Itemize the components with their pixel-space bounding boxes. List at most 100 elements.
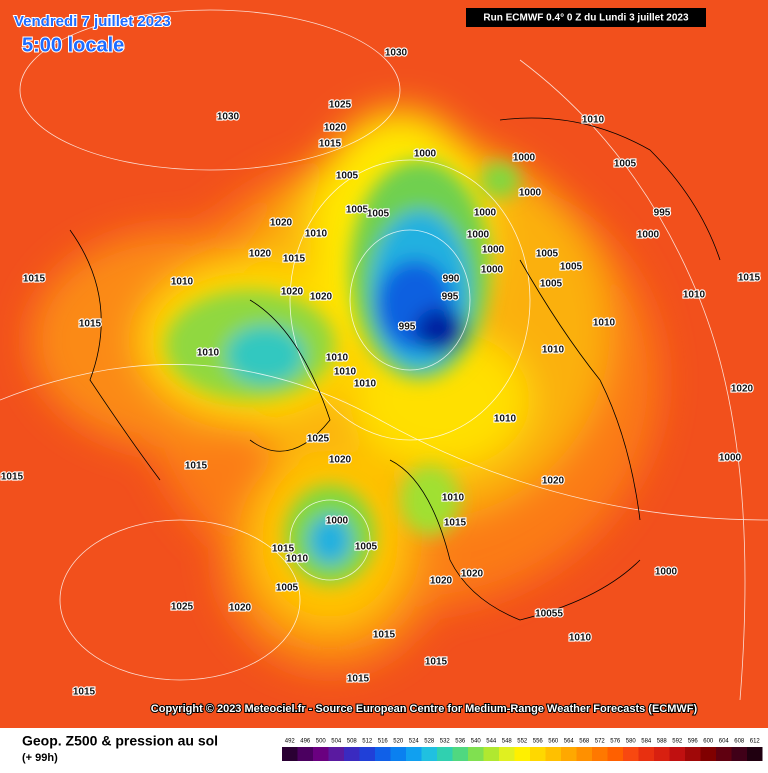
isobar-label: 1020 (461, 569, 484, 580)
legend-value: 596 (688, 739, 699, 745)
legend-swatch (685, 747, 701, 761)
isobar-label: 1000 (519, 188, 542, 199)
isobar-label: 1005 (560, 262, 583, 273)
isobar-label: 1010 (683, 290, 706, 301)
isobar-label: 1030 (217, 112, 240, 123)
legend-value: 560 (548, 739, 559, 745)
legend-swatch (468, 747, 484, 761)
legend-swatch (313, 747, 329, 761)
isobar-label: 1005 (536, 249, 559, 260)
legend-value: 588 (657, 739, 668, 745)
isobar-label: 1010 (171, 277, 194, 288)
isobar-label: 1010 (542, 345, 565, 356)
isobar-label: 1000 (655, 567, 678, 578)
isobar-label: 1020 (229, 603, 252, 614)
legend-swatch (607, 747, 623, 761)
isobar-label: 1010 (334, 367, 357, 378)
isobar-label: 1015 (79, 319, 102, 330)
legend-value: 592 (672, 739, 683, 745)
legend-swatch (623, 747, 639, 761)
legend-value: 516 (378, 739, 389, 745)
legend-swatch (421, 747, 437, 761)
isobar-label: 1000 (474, 208, 497, 219)
run-info: Run ECMWF 0.4° 0 Z du Lundi 3 juillet 20… (483, 13, 689, 24)
isobar-label: 1005 (276, 583, 299, 594)
legend-value: 576 (610, 739, 621, 745)
legend-swatch (592, 747, 608, 761)
legend-swatch (700, 747, 716, 761)
isobar-label: 1010 (326, 353, 349, 364)
isobar-label: 1020 (430, 576, 453, 587)
legend-swatch (437, 747, 453, 761)
legend-value: 520 (393, 739, 404, 745)
isobar-label: 1005 (540, 279, 563, 290)
isobar-label: 1005 (336, 171, 359, 182)
legend-value: 500 (316, 739, 327, 745)
legend-swatch (406, 747, 422, 761)
map-field (0, 0, 768, 728)
isobar-label: 1015 (738, 273, 761, 284)
isobar-label: 1015 (444, 518, 467, 529)
isobar-label: 1020 (542, 476, 565, 487)
isobar-label: 1010 (305, 229, 328, 240)
isobar-label: 1010 (593, 318, 616, 329)
isobar-label: 1010 (582, 115, 605, 126)
isobar-label: 1005 (367, 209, 390, 220)
isobar-label: 1020 (329, 455, 352, 466)
isobar-label: 1000 (467, 230, 490, 241)
isobar-label: 1010 (569, 633, 592, 644)
legend-swatch (282, 747, 298, 761)
isobar-label: 1000 (414, 149, 437, 160)
isobar-label: 1000 (482, 245, 505, 256)
legend-value: 528 (424, 739, 435, 745)
legend-value: 552 (517, 739, 528, 745)
isobar-label: 1000 (719, 453, 742, 464)
isobar-label: 1010 (494, 414, 517, 425)
legend-value: 580 (626, 739, 637, 745)
legend-swatch (747, 747, 763, 761)
isobar-label: 1000 (637, 230, 660, 241)
legend-value: 608 (734, 739, 745, 745)
isobar-label: 995 (654, 208, 671, 219)
legend-swatch (638, 747, 654, 761)
isobar-label: 1020 (324, 123, 347, 134)
isobar-label: 1000 (326, 516, 349, 527)
legend-swatch (545, 747, 561, 761)
legend-value: 512 (362, 739, 373, 745)
isobar-label: 1025 (329, 100, 352, 111)
isobar-label: 1000 (481, 265, 504, 276)
isobar-label: 1015 (425, 657, 448, 668)
legend-value: 600 (703, 739, 714, 745)
isobar-label: 1010 (286, 554, 309, 565)
legend-swatch (328, 747, 344, 761)
legend-swatch (390, 747, 406, 761)
legend-swatch (483, 747, 499, 761)
isobar-label: 1020 (270, 218, 293, 229)
legend-value: 568 (579, 739, 590, 745)
isobar-label: 1015 (347, 674, 370, 685)
footer-lead: (+ 99h) (22, 752, 58, 764)
isobar-label: 1005 (355, 542, 378, 553)
copyright: Copyright © 2023 Meteociel.fr - Source E… (151, 703, 698, 715)
isobar-label: 990 (443, 274, 460, 285)
isobar-label: 1025 (171, 602, 194, 613)
legend-swatch (514, 747, 530, 761)
legend-swatch (499, 747, 515, 761)
isobar-label: 10055 (535, 609, 563, 620)
legend-value: 564 (564, 739, 575, 745)
isobar-label: 995 (399, 322, 416, 333)
time: 5:00 locale (22, 34, 124, 56)
isobar-label: 1020 (281, 287, 304, 298)
legend-value: 532 (440, 739, 451, 745)
legend-swatch (359, 747, 375, 761)
legend-value: 556 (533, 739, 544, 745)
legend-swatch (561, 747, 577, 761)
isobar-label: 1015 (373, 630, 396, 641)
isobar-label: 1010 (354, 379, 377, 390)
isobar-label: 1005 (614, 159, 637, 170)
isobar-label: 1015 (23, 274, 46, 285)
legend-swatch (669, 747, 685, 761)
